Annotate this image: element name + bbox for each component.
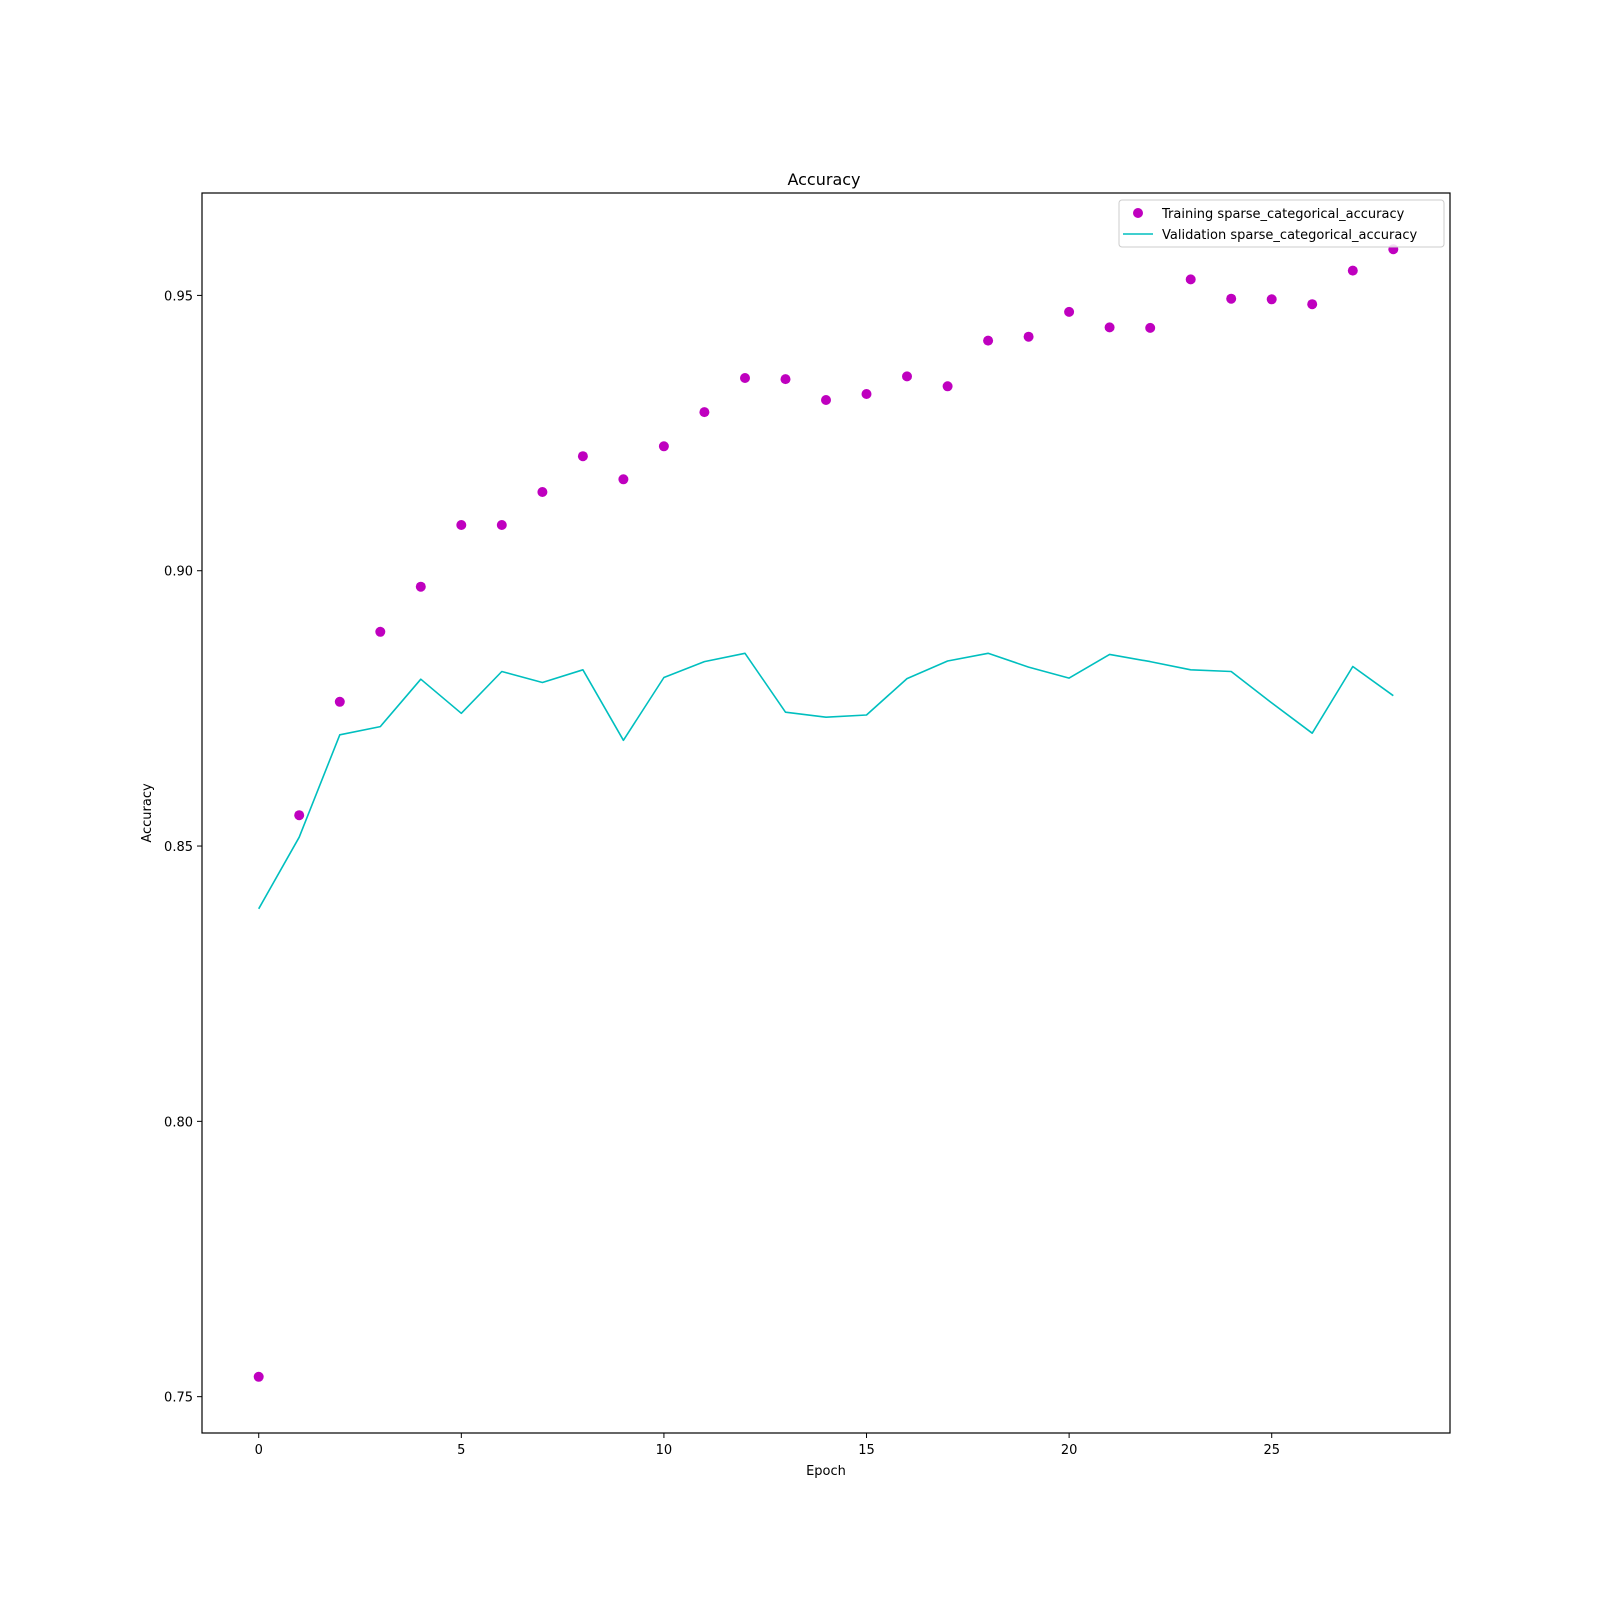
training-point: [699, 407, 710, 418]
x-tick-label: 15: [858, 1443, 875, 1458]
legend: Training sparse_categorical_accuracy Val…: [1118, 199, 1445, 248]
training-point: [334, 696, 345, 707]
legend-label-validation: Validation sparse_categorical_accuracy: [1162, 228, 1417, 243]
y-tick-label: 0.85: [164, 840, 193, 855]
training-point: [1104, 322, 1115, 333]
training-point: [740, 373, 750, 383]
training-point: [1145, 322, 1156, 333]
y-tick-label: 0.80: [164, 1115, 193, 1130]
plot-area: [253, 244, 1399, 1382]
training-point: [1347, 265, 1358, 276]
training-point: [1023, 331, 1034, 342]
y-axis-label: Accuracy: [140, 783, 155, 843]
y-tick-label: 0.95: [164, 289, 193, 304]
chart-title: Accuracy: [787, 170, 860, 189]
training-point: [902, 371, 912, 382]
training-point: [496, 520, 507, 530]
x-tick-label: 20: [1061, 1443, 1078, 1458]
x-axis: 0 5 10 15 20 25: [255, 1433, 1280, 1458]
training-point: [1307, 299, 1318, 310]
training-point: [415, 581, 426, 592]
x-tick-label: 5: [457, 1443, 465, 1458]
training-point: [577, 451, 588, 462]
training-point: [618, 474, 629, 485]
training-point: [1185, 274, 1196, 285]
training-point: [861, 389, 872, 399]
training-point: [294, 810, 305, 821]
training-point: [1064, 306, 1075, 317]
x-axis-label: Epoch: [806, 1464, 846, 1479]
training-point: [456, 520, 467, 530]
x-tick-label: 25: [1263, 1443, 1280, 1458]
training-point: [253, 1371, 264, 1382]
x-tick-label: 0: [255, 1443, 263, 1458]
training-point: [658, 441, 669, 452]
plot-frame: [201, 192, 1451, 1434]
training-point: [821, 395, 831, 405]
training-point: [1266, 294, 1277, 305]
training-point: [1226, 293, 1237, 304]
legend-marker-training: [1133, 208, 1143, 218]
training-point: [780, 374, 791, 385]
training-point: [942, 381, 953, 392]
validation-line: [258, 652, 1394, 910]
x-tick-label: 10: [656, 1443, 673, 1458]
legend-box: [1118, 199, 1445, 248]
y-tick-label: 0.90: [164, 565, 193, 580]
y-tick-label: 0.75: [164, 1391, 193, 1406]
legend-label-training: Training sparse_categorical_accuracy: [1161, 207, 1405, 222]
training-point: [537, 487, 548, 497]
y-axis: 0.75 0.80 0.85 0.90 0.95: [164, 289, 202, 1406]
training-point: [983, 335, 994, 346]
training-point: [375, 626, 386, 637]
